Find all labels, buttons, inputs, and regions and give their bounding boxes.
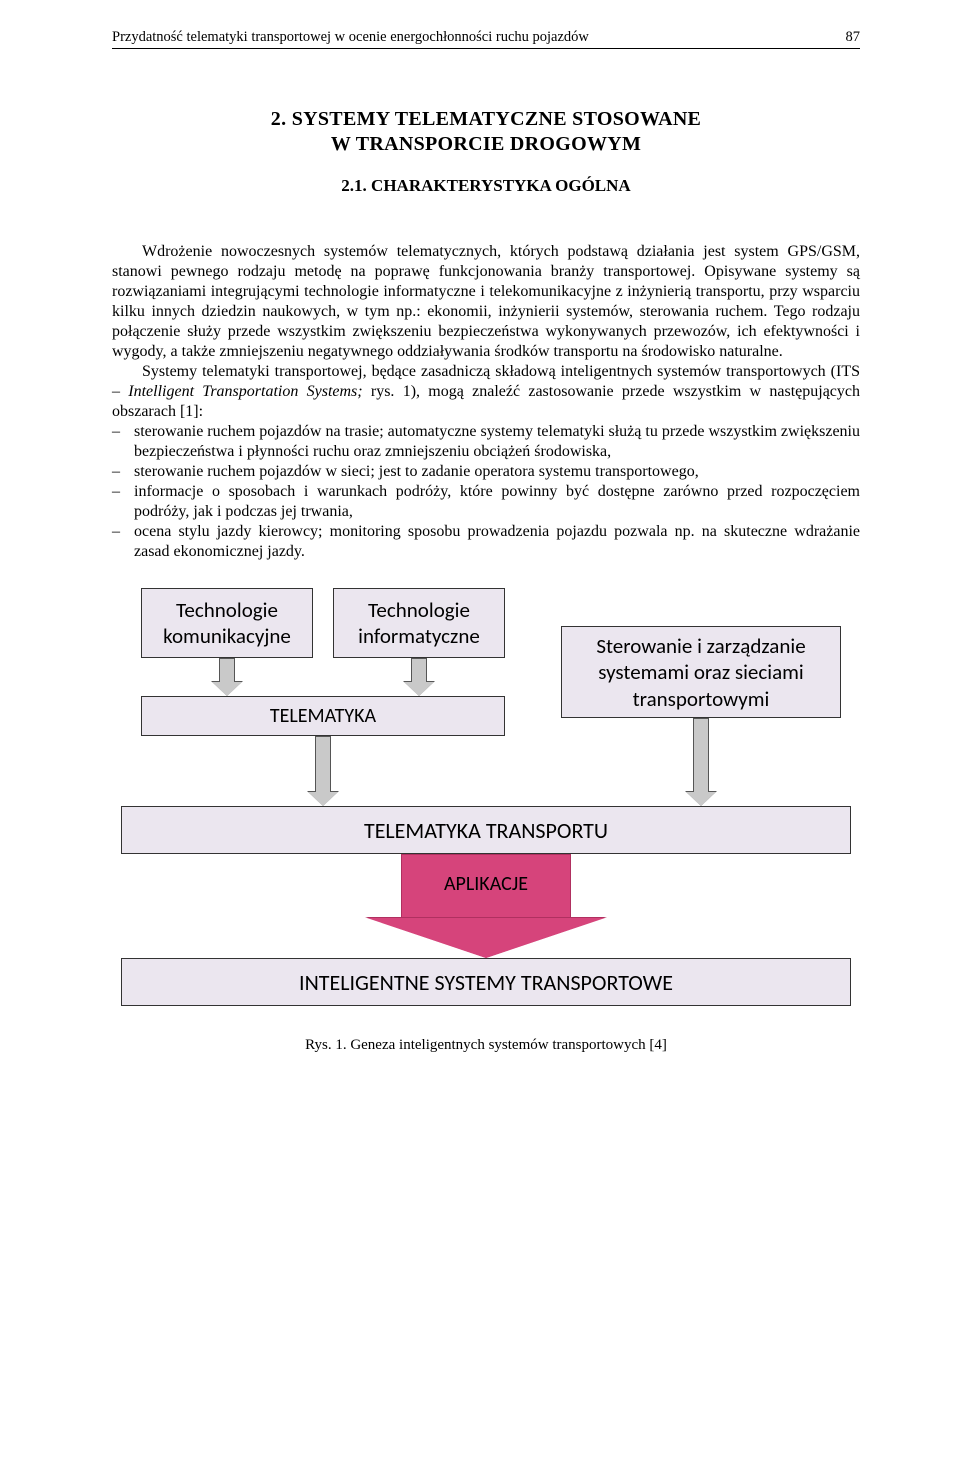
diagram-box-sterowanie: Sterowanie i zarządzanie systemami oraz … [561,626,841,718]
section-title-line1: SYSTEMY TELEMATYCZNE STOSOWANE [292,108,701,130]
arrow-head-icon [308,792,338,806]
list-item: sterowanie ruchem pojazdów w sieci; jest… [112,462,860,482]
arrow-head-icon [404,682,434,696]
subsection-number: 2.1. [341,176,367,195]
subsection-title: CHARAKTERYSTYKA OGÓLNA [371,176,631,195]
paragraph-2: Systemy telematyki transportowej, będące… [112,362,860,422]
running-head: Przydatność telematyki transportowej w o… [112,28,860,49]
diagram-box-teleTransportu: TELEMATYKA TRANSPORTU [121,806,851,854]
list-item: ocena stylu jazdy kierowcy; monitoring s… [112,522,860,562]
subsection-heading: 2.1. CHARAKTERYSTYKA OGÓLNA [112,175,860,196]
bullet-list: sterowanie ruchem pojazdów na trasie; au… [112,422,860,562]
section-title-line2: W TRANSPORCIE DROGOWYM [112,132,860,157]
arrow-head-icon [686,792,716,806]
diagram-box-telematyka: TELEMATYKA [141,696,505,736]
diagram-box-its: INTELIGENTNE SYSTEMY TRANSPORTOWE [121,958,851,1006]
diagram-box-techKom: Technologie komunikacyjne [141,588,313,658]
para2-em: Intelligent Transportation Systems; [128,383,362,400]
arrow-shaft [693,718,709,792]
arrow-shaft [219,658,235,682]
paragraph-1: Wdrożenie nowoczesnych systemów telematy… [112,242,860,362]
section-heading: 2. SYSTEMY TELEMATYCZNE STOSOWANE W TRAN… [112,107,860,157]
page-number: 87 [846,28,861,46]
running-head-title: Przydatność telematyki transportowej w o… [112,28,589,46]
list-item: informacje o sposobach i warunkach podró… [112,482,860,522]
figure-caption: Rys. 1. Geneza inteligentnych systemów t… [112,1036,860,1055]
aplikacje-label: APLIKACJE [401,872,571,897]
arrow-shaft [315,736,331,792]
section-number: 2. [271,108,287,130]
arrow-head-icon [212,682,242,696]
diagram-box-techInf: Technologie informatyczne [333,588,505,658]
arrow-shaft [411,658,427,682]
diagram-figure: Technologie komunikacyjne Technologie inf… [121,588,851,1028]
list-item: sterowanie ruchem pojazdów na trasie; au… [112,422,860,462]
